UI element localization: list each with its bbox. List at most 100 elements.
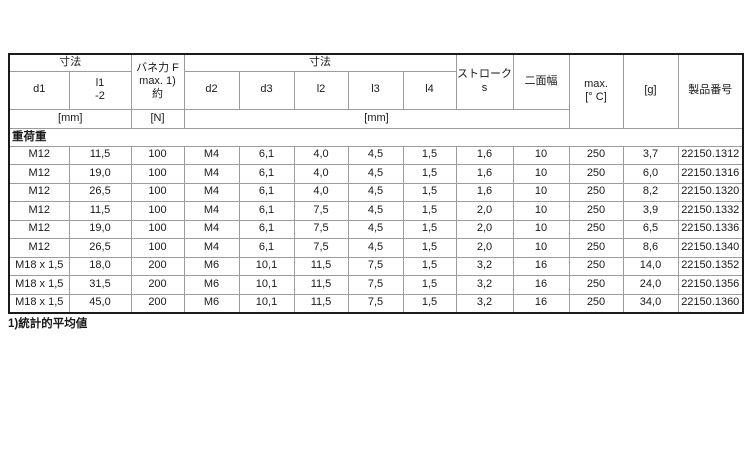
- table-cell: 11,5: [293, 275, 349, 295]
- header-grams: [g]: [622, 53, 679, 129]
- table-row: M18 x 1,5 31,5 200 M6 10,1 11,5 7,5 1,5 3,2 16 250…: [8, 275, 744, 295]
- table-cell: M18 x 1,5: [8, 293, 70, 313]
- table-cell: 6,5: [622, 219, 679, 239]
- table-cell: 7,5: [347, 256, 404, 276]
- table-cell: 1,6: [455, 145, 514, 165]
- table-cell: 1,6: [455, 164, 514, 184]
- header-name-row: d1 l1 -2 d2 d3 l2 l3 l4: [8, 70, 743, 110]
- header-product-number: 製品番号: [677, 53, 744, 129]
- table-cell: 22150.1340: [677, 238, 744, 258]
- table-cell: M4: [183, 182, 240, 202]
- table-cell: 34,0: [622, 293, 679, 313]
- table-cell: 8,6: [622, 238, 679, 258]
- table-cell: 250: [568, 275, 624, 295]
- table-cell: 19,0: [68, 219, 132, 239]
- table-cell: 18,0: [68, 256, 132, 276]
- table-cell: 3,7: [622, 145, 679, 165]
- header-spring-force: バネ力 F max. 1) 約: [130, 53, 185, 110]
- table-cell: 250: [568, 201, 624, 221]
- table-cell: 250: [568, 293, 624, 313]
- table-cell: 7,5: [293, 219, 349, 239]
- table-cell: 6,1: [238, 238, 295, 258]
- table-cell: 11,5: [68, 145, 132, 165]
- table-cell: 1,6: [455, 182, 514, 202]
- table-cell: 1,5: [402, 256, 457, 276]
- table-cell: M12: [8, 182, 70, 202]
- spec-table-wrap: 寸法 バネ力 F max. 1) 約 寸法 ストローク s 二面幅 max. […: [8, 53, 744, 314]
- table-cell: 16: [512, 256, 570, 276]
- table-cell: 10,1: [238, 256, 295, 276]
- table-cell: 1,5: [402, 182, 457, 202]
- table-cell: 100: [130, 145, 185, 165]
- table-row: M18 x 1,5 45,0 200 M6 10,1 11,5 7,5 1,5 3,2 16 250…: [8, 293, 744, 313]
- unit-mm-right: [mm]: [183, 108, 570, 129]
- table-cell: 10,1: [238, 293, 295, 313]
- header-group-row: 寸法 バネ力 F max. 1) 約 寸法 ストローク s 二面幅 max. […: [8, 53, 744, 129]
- table-cell: 200: [130, 293, 185, 313]
- table-cell: 16: [512, 275, 570, 295]
- header-dim-right: 寸法: [183, 53, 457, 72]
- table-cell: 6,1: [238, 219, 295, 239]
- table-cell: M18 x 1,5: [8, 275, 70, 295]
- table-cell: 4,5: [347, 219, 404, 239]
- table-cell: 250: [568, 256, 624, 276]
- table-cell: M6: [183, 256, 240, 276]
- table-cell: 24,0: [622, 275, 679, 295]
- table-cell: 6,1: [238, 145, 295, 165]
- table-cell: 16: [512, 293, 570, 313]
- table-cell: 3,2: [455, 293, 514, 313]
- table-cell: 10: [512, 145, 570, 165]
- table-cell: 26,5: [68, 238, 132, 258]
- table-cell: 22150.1336: [677, 219, 744, 239]
- unit-mm-left: [mm]: [8, 108, 132, 129]
- table-cell: 100: [130, 201, 185, 221]
- max-temp-line-1: max.: [584, 77, 608, 90]
- table-cell: M6: [183, 293, 240, 313]
- table-cell: 200: [130, 256, 185, 276]
- table-cell: 26,5: [68, 182, 132, 202]
- spring-force-line-3: 約: [152, 88, 163, 101]
- l1-2-line-1: l1: [95, 76, 105, 89]
- table-row: M12 19,0 100 M4 6,1 4,0 4,5 1,5 1,6 10 250 6,0 22150…: [8, 164, 744, 184]
- table-cell: 10: [512, 238, 570, 258]
- table-cell: 8,2: [622, 182, 679, 202]
- table-row: M12 11,5 100 M4 6,1 4,0 4,5 1,5 1,6 10 250 3,7 22150…: [8, 145, 744, 165]
- table-cell: 22150.1360: [677, 293, 744, 313]
- table-cell: 2,0: [455, 219, 514, 239]
- table-cell: 100: [130, 164, 185, 184]
- table-cell: M12: [8, 201, 70, 221]
- header-l2: l2: [293, 70, 349, 110]
- table-row: M12 26,5 100 M4 6,1 7,5 4,5 1,5 2,0 10 250 8,6 22150…: [8, 238, 744, 258]
- table-row: M18 x 1,5 18,0 200 M6 10,1 11,5 7,5 1,5 3,2 16 250…: [8, 256, 744, 276]
- table-cell: 100: [130, 182, 185, 202]
- table-cell: 6,1: [238, 164, 295, 184]
- table-cell: 250: [568, 182, 624, 202]
- stroke-line-2: s: [481, 81, 488, 94]
- table-cell: 22150.1316: [677, 164, 744, 184]
- table-cell: 1,5: [402, 145, 457, 165]
- table-row: M12 11,5 100 M4 6,1 7,5 4,5 1,5 2,0 10 250 3,9 22150…: [8, 201, 744, 221]
- table-cell: 1,5: [402, 293, 457, 313]
- table-cell: 250: [568, 219, 624, 239]
- table-cell: 6,0: [622, 164, 679, 184]
- table-cell: 4,5: [347, 238, 404, 258]
- table-cell: 250: [568, 145, 624, 165]
- table-cell: 4,0: [293, 145, 349, 165]
- header-max-temp: max. [° C]: [568, 53, 624, 129]
- table-row: M12 26,5 100 M4 6,1 4,0 4,5 1,5 1,6 10 250 8,2 22150…: [8, 182, 744, 202]
- table-cell: 250: [568, 164, 624, 184]
- table-cell: 4,0: [293, 182, 349, 202]
- max-temp-line-2: [° C]: [585, 91, 607, 104]
- table-cell: 10: [512, 201, 570, 221]
- table-cell: 250: [568, 238, 624, 258]
- spring-force-line-1: バネ力 F: [136, 61, 179, 74]
- table-cell: 2,0: [455, 201, 514, 221]
- table-cell: 1,5: [402, 201, 457, 221]
- table-cell: 22150.1352: [677, 256, 744, 276]
- table-cell: 31,5: [68, 275, 132, 295]
- table-cell: M12: [8, 145, 70, 165]
- table-cell: 1,5: [402, 164, 457, 184]
- table-cell: 4,5: [347, 201, 404, 221]
- header-l4: l4: [402, 70, 457, 110]
